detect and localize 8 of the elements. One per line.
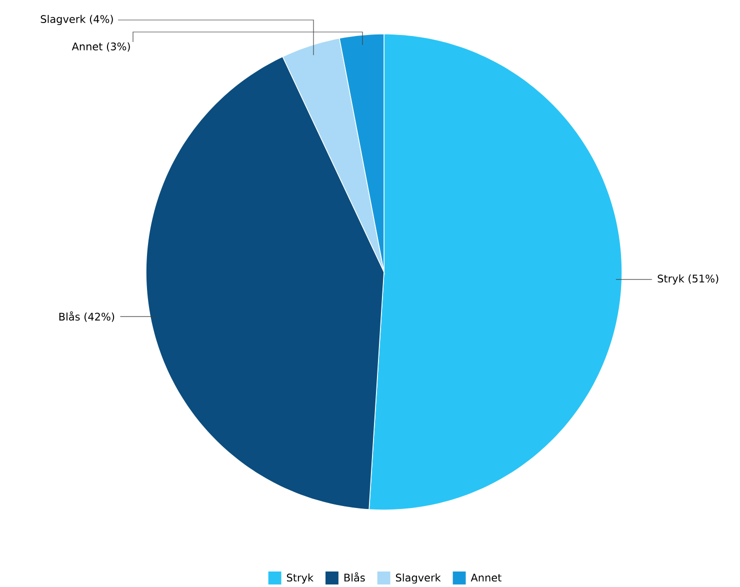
legend-label: Blås [344,572,365,582]
data-label: Blås (42%) [59,311,114,322]
legend-label: Stryk [286,573,314,584]
data-label: Slagverk (4%) [40,14,113,26]
legend-label: Annet [470,574,502,582]
data-label: Stryk (51%) [658,274,718,285]
data-label: Annet (3%) [72,42,130,52]
legend-label: Slagverk [396,573,441,584]
